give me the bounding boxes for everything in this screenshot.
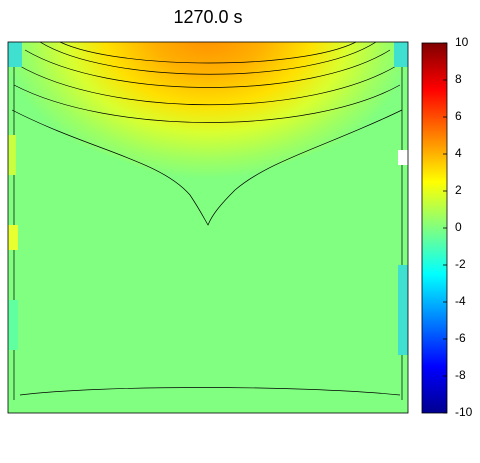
plot-frame [7, 41, 409, 414]
colorbar-tick-label: -10 [455, 405, 473, 419]
colorbar-tick-label: 4 [455, 146, 462, 160]
colorbar-tick-label: 2 [455, 183, 462, 197]
colorbar-tick-label: -2 [455, 257, 466, 271]
colorbar-tick-label: 8 [455, 72, 462, 86]
colorbar [421, 42, 448, 414]
chart-title: 1270.0 s [173, 7, 242, 27]
colorbar-tick-label: -6 [455, 331, 466, 345]
colorbar-tick-label: 6 [455, 109, 462, 123]
colorbar-tick-label: -8 [455, 368, 466, 382]
colorbar-tick-label: 10 [455, 35, 469, 49]
colorbar-tick-label: 0 [455, 220, 462, 234]
colorbar-tick-label: -4 [455, 294, 466, 308]
contour-field [8, 42, 408, 413]
